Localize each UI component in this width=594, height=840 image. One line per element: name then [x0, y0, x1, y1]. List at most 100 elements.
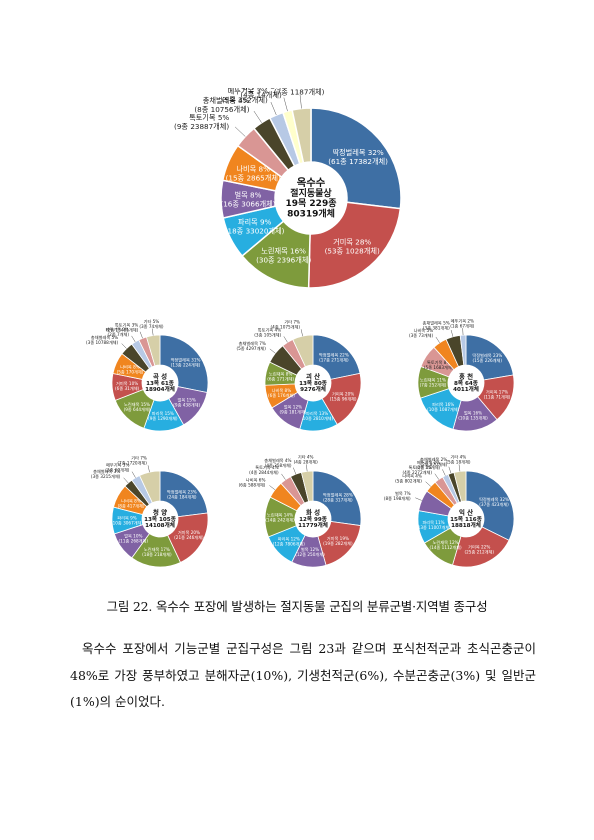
slice-detail: (5종 18개체): [446, 459, 471, 466]
slice-label: 거미목 22%: [468, 543, 490, 550]
leader-line: [269, 485, 276, 490]
center-label: 청 양: [153, 508, 167, 517]
center-label: 화 성: [306, 508, 320, 517]
leader-line: [425, 481, 431, 487]
slice-label: 나비목 8%: [236, 165, 270, 174]
slice-label: 벌목 12%: [284, 403, 302, 410]
center-label: 14108개체: [145, 521, 175, 529]
slice-label: 딱정벌레목 32%: [332, 148, 383, 157]
slice-label: 톡토기목 4%: [255, 464, 278, 471]
slice-detail: (4종 1075개체): [271, 324, 301, 331]
main-donut-chart: 딱정벌레목 32%(61종 17382개체) 거미목 28%(53종 1028개체…: [174, 88, 402, 289]
slice-detail: (19종 282개체): [323, 540, 353, 547]
slice-label: 총채벌레목 2%: [420, 456, 447, 463]
slice-label: 총채벌레목 7%: [239, 340, 266, 347]
slice-detail: (10종 1087개체): [427, 406, 460, 413]
slice-label: 거미목 10%: [116, 380, 138, 387]
slice-label: 메뚜기목 3%: [106, 326, 129, 333]
slice-detail: (10종 2810개체): [301, 415, 334, 422]
slice-detail: (7종 1720개체): [117, 460, 147, 467]
slice-detail: (21종 246개체): [174, 534, 204, 541]
slice-detail: (24종 184개체): [167, 493, 197, 500]
slice-label: 파리목 11%: [422, 519, 444, 526]
slice-detail: (6종 171개체): [267, 376, 294, 383]
slice-딱정벌레목: [310, 107, 402, 210]
slice-label: 나비목 4%: [402, 473, 422, 480]
slice-detail: (5종 802개체): [395, 478, 422, 485]
slice-detail: (7종 1187개체): [274, 88, 325, 96]
slice-detail: (12종 7806개체): [273, 541, 306, 548]
slice-label: 파리목 9%: [117, 514, 137, 521]
slice-메뚜기목: [459, 334, 467, 366]
slice-딱정벌레목: [312, 334, 361, 380]
slice-detail: (9종 644개체): [124, 406, 151, 413]
donut-chart-cheongyang: 딱정벌레목 23%(24종 184개체) 거미목 20%(21종 246개체) 노린…: [91, 455, 209, 568]
leader-line: [147, 465, 150, 473]
slice-기타: [139, 470, 161, 504]
slice-detail: (5종 352개체): [222, 95, 268, 104]
slice-detail: (11종 71개체): [484, 394, 511, 401]
slice-label: 톡토기목 3%: [409, 464, 432, 471]
slice-detail: (12종 250개체): [295, 551, 325, 558]
slice-label: 총채벌레목 4%: [203, 96, 250, 105]
slice-detail: (14종 1112개체): [430, 544, 463, 551]
slice-label: 벌목 16%: [464, 410, 482, 417]
slice-detail: (3종 73개체): [409, 332, 434, 339]
slice-label: 톡토기목 5%: [189, 113, 229, 122]
slice-detail: (28종 317개체): [323, 497, 353, 504]
slice-detail: (7종 252개체): [420, 382, 447, 389]
slice-detail: (4종 14개체): [240, 91, 282, 100]
slice-detail: (10종 3067개체): [111, 519, 144, 526]
slice-label: 총채벌레목 5%: [91, 334, 118, 341]
leader-line: [270, 101, 277, 116]
slice-detail: (13종 11007개체): [416, 524, 451, 531]
center-label: 13목 80종: [299, 379, 327, 387]
slice-detail: (37종 423개체): [479, 501, 509, 508]
slice-detail: (8종 10756개체): [194, 105, 249, 114]
leader-line: [131, 471, 136, 478]
leader-line: [283, 336, 288, 343]
center-label: 9276개체: [300, 385, 326, 393]
slice-detail: (18종 218개체): [142, 551, 172, 558]
slice-label: 노린재목 16%: [261, 246, 306, 255]
slice-label: 벌목 12%: [301, 546, 319, 553]
slice-label: 딱정벌레목 28%: [323, 492, 353, 499]
slice-detail: (4종 358개체): [265, 462, 292, 469]
slice-label: 나비목 8%: [121, 497, 141, 504]
leader-line: [151, 328, 154, 336]
slice-detail: (10종 135개체): [458, 415, 488, 422]
slice-detail: (6종 176개체): [268, 392, 295, 399]
slice-detail: (3종 10788개체): [86, 339, 119, 346]
slice-label: 나비목 6%: [246, 477, 266, 484]
slice-detail: (2종 15481개체): [106, 326, 139, 333]
slice-detail: (5종 4297개체): [236, 345, 266, 352]
slice-label: 파리목 15%: [152, 410, 174, 417]
slice-label: 거미목 17%: [486, 389, 508, 396]
center-label: 옥수수: [297, 177, 326, 189]
slice-label: 메뚜기목 3%: [228, 88, 268, 95]
slice-detail: (3종 105개체): [254, 331, 281, 338]
center-label: 홍 천: [459, 372, 473, 381]
slice-detail: (3종 74개체): [139, 323, 164, 330]
center-label: 12목 99종: [299, 515, 327, 523]
slice-label: 톡토기목 3%: [115, 321, 138, 328]
slice-기타: [291, 107, 312, 164]
slice-detail: (5종 1683개체): [424, 364, 454, 371]
slice-detail: (2종 870개체): [420, 461, 447, 468]
slice-detail: (9종 23887개체): [174, 122, 229, 131]
slice-detail: (15종 226개체): [473, 357, 503, 364]
slice-label: 파리목 9%: [238, 218, 272, 227]
center-label: 괴 산: [306, 372, 320, 381]
slice-detail: (61종 17382개체): [328, 157, 388, 166]
slice-기타: [453, 470, 467, 503]
slice-기타: [292, 334, 314, 368]
slice-딱정벌레목: [159, 334, 209, 394]
leader-line: [435, 336, 440, 343]
slice-label: 노린재목 15%: [124, 401, 150, 408]
slice-거미목: [307, 201, 402, 289]
slice-detail: (4종 2844개체): [249, 469, 279, 476]
slice-label: 톡토기목 4%: [258, 326, 281, 333]
leader-line: [293, 467, 297, 475]
slice-label: 노린재목 17%: [144, 546, 170, 553]
slice-label: 메뚜기목 3%: [106, 462, 129, 469]
